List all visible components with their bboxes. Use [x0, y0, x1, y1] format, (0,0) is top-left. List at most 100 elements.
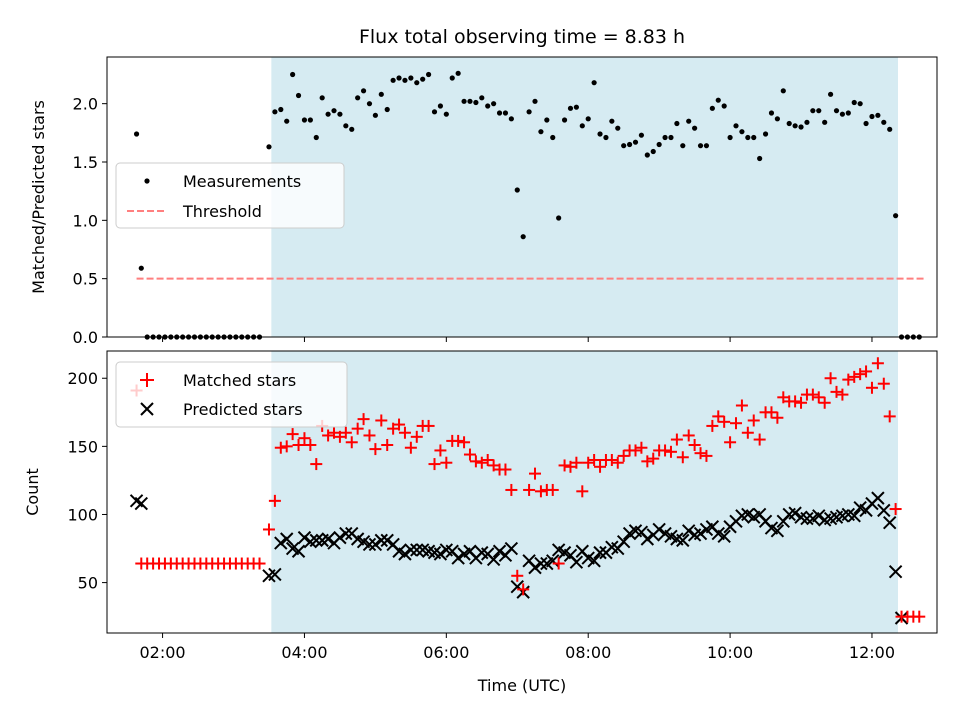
measurement-point	[278, 106, 284, 113]
top-y-tick-label: 1.5	[73, 153, 98, 172]
matched-point	[304, 439, 317, 451]
matched-point	[700, 449, 713, 462]
matched-point	[842, 373, 855, 386]
legend-matched-label: Matched stars	[183, 371, 296, 390]
matched-point	[398, 426, 411, 439]
matched-point	[511, 569, 524, 582]
predicted-point	[682, 524, 696, 538]
matched-point	[253, 557, 266, 570]
predicted-point	[368, 537, 383, 552]
measurement-point	[573, 104, 579, 110]
matched-point	[795, 396, 808, 409]
measurement-point	[833, 108, 840, 114]
measurement-point	[508, 116, 514, 122]
predicted-point	[528, 560, 542, 575]
matched-stars-points	[130, 357, 926, 623]
measurement-point	[709, 105, 715, 111]
bottom-x-tick-label: 12:00	[849, 643, 895, 662]
measurement-point	[378, 91, 384, 97]
measurement-point	[266, 144, 272, 150]
matched-point	[706, 419, 719, 432]
matched-point	[469, 455, 482, 468]
measurement-point	[626, 141, 633, 148]
matched-point	[322, 429, 335, 442]
measurement-point	[810, 108, 816, 114]
matched-point	[629, 444, 642, 457]
top-y-axis-label: Matched/Predicted stars	[29, 100, 48, 294]
matched-point	[440, 456, 453, 469]
matched-point	[375, 414, 388, 427]
predicted-point	[309, 533, 323, 548]
bottom-y-tick-label: 100	[67, 505, 98, 524]
measurement-point	[762, 131, 769, 137]
top-y-tick-label: 2.0	[73, 95, 98, 114]
matched-point	[659, 444, 672, 457]
measurement-point	[390, 77, 396, 83]
matched-point	[428, 458, 441, 471]
top-axes-frame	[106, 56, 938, 338]
measurement-point	[591, 80, 597, 86]
legend-predicted-label: Predicted stars	[183, 400, 303, 419]
matched-point	[877, 377, 890, 390]
bottom-legend: Matched stars Predicted stars	[115, 361, 348, 428]
measurement-point	[520, 234, 526, 240]
matched-point	[582, 456, 595, 469]
predicted-point	[717, 529, 731, 543]
measurement-point	[473, 99, 479, 106]
predicted-point	[770, 524, 785, 538]
matched-point	[345, 436, 358, 449]
measurement-point	[757, 155, 763, 162]
bottom-y-tick-label: 150	[67, 437, 98, 456]
measurement-point	[402, 77, 408, 83]
matched-point	[280, 440, 293, 453]
bottom-y-tick-label: 50	[78, 574, 98, 593]
matched-point	[812, 391, 825, 404]
matched-point	[718, 415, 731, 428]
predicted-point	[380, 533, 394, 548]
predicted-point	[877, 503, 891, 518]
measurement-point	[366, 101, 373, 107]
matched-point	[712, 410, 725, 423]
measurement-point	[420, 76, 426, 82]
predicted-point	[451, 551, 465, 565]
measurement-point	[656, 141, 662, 148]
predicted-point	[693, 526, 708, 541]
bottom-x-tick-label: 06:00	[423, 643, 469, 662]
measurement-point	[337, 111, 343, 117]
predicted-point	[374, 533, 389, 548]
bottom-x-tick-label: 04:00	[281, 643, 327, 662]
measurement-point	[496, 110, 503, 116]
matched-point	[724, 436, 737, 449]
matched-point	[274, 441, 287, 454]
predicted-point	[569, 555, 584, 569]
predicted-point	[398, 547, 412, 561]
predicted-point	[652, 522, 666, 537]
matched-point	[534, 485, 547, 498]
top-panel: 0.0 0.5 1.0 1.5 2.0 Flux total observing tim…	[29, 26, 938, 347]
matched-point	[860, 365, 873, 378]
measurement-point	[133, 131, 140, 137]
bottom-legend-box	[115, 361, 348, 428]
matched-point	[836, 388, 849, 401]
measurement-point	[585, 116, 591, 122]
matched-point	[268, 494, 281, 507]
bottom-y-tick-label: 200	[67, 369, 98, 388]
measurement-point	[768, 110, 775, 116]
matched-point	[357, 413, 370, 426]
matched-point	[475, 456, 488, 469]
measurement-point	[360, 88, 367, 94]
predicted-stars-points	[129, 491, 909, 625]
predicted-point	[433, 547, 448, 561]
bottom-y-ticks: 50 100 150 200	[67, 369, 107, 593]
matched-point	[481, 453, 494, 466]
measurement-point	[437, 103, 444, 109]
measurement-point	[485, 103, 491, 109]
predicted-point	[871, 491, 885, 505]
predicted-point	[297, 530, 312, 545]
measurement-point	[355, 95, 361, 101]
matched-point	[641, 455, 654, 468]
measurement-point	[301, 117, 308, 123]
matched-point	[741, 426, 754, 439]
matched-point	[848, 370, 861, 383]
measurement-point	[319, 95, 325, 101]
